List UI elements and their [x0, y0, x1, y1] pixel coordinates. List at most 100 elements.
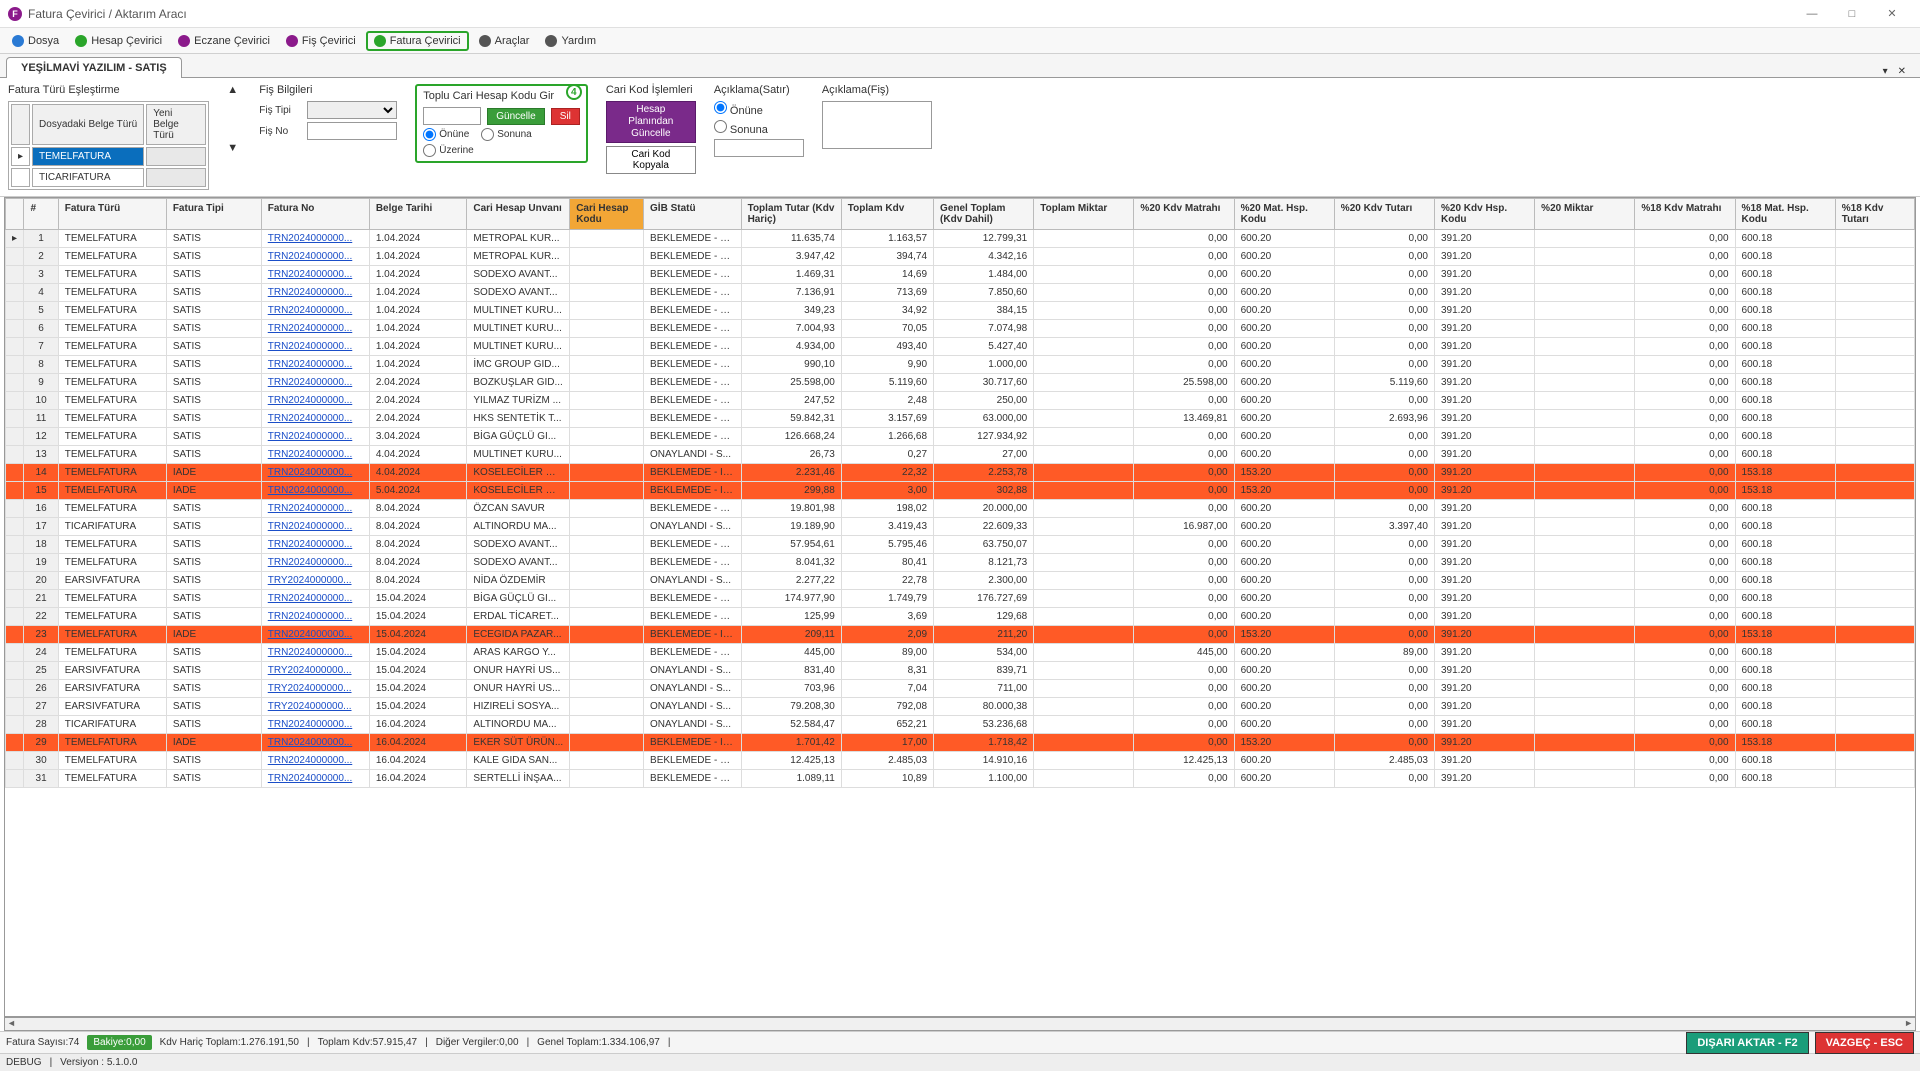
close-button[interactable]: ✕ [1872, 0, 1912, 28]
toolbar-icon [479, 35, 491, 47]
r-uzerine[interactable]: Üzerine [423, 144, 473, 157]
table-row[interactable]: 8TEMELFATURASATISTRN2024000000...1.04.20… [6, 356, 1915, 374]
fis-title: Fiş Bilgileri [259, 84, 397, 96]
hesap-plan-button[interactable]: Hesap Planından Güncelle [606, 101, 696, 143]
grid-header-1[interactable]: # [24, 199, 58, 230]
grid-header-18[interactable]: %18 Kdv Matrahı [1635, 199, 1735, 230]
cancel-button[interactable]: VAZGEÇ - ESC [1815, 1032, 1914, 1054]
table-row[interactable]: 18TEMELFATURASATISTRN2024000000...8.04.2… [6, 536, 1915, 554]
toolbar-item-6[interactable]: Yardım [539, 33, 602, 49]
grid-header-4[interactable]: Fatura No [261, 199, 369, 230]
table-row[interactable]: 26EARSIVFATURASATISTRY2024000000...15.04… [6, 680, 1915, 698]
grid-header-9[interactable]: Toplam Tutar (Kdv Hariç) [741, 199, 841, 230]
table-row[interactable]: 29TEMELFATURAIADETRN2024000000...16.04.2… [6, 734, 1915, 752]
cari-code-box: 4 Toplu Cari Hesap Kodu Gir Güncelle Sil… [415, 84, 588, 163]
grid-header-14[interactable]: %20 Mat. Hsp. Kodu [1234, 199, 1334, 230]
type-match-title: Fatura Türü Eşleştirme [8, 84, 209, 96]
toolbar-item-1[interactable]: Hesap Çevirici [69, 33, 168, 49]
horizontal-scrollbar[interactable] [4, 1017, 1916, 1031]
table-row[interactable]: 22TEMELFATURASATISTRN2024000000...15.04.… [6, 608, 1915, 626]
table-row[interactable]: 16TEMELFATURASATISTRN2024000000...8.04.2… [6, 500, 1915, 518]
window-title: Fatura Çevirici / Aktarım Aracı [28, 7, 1792, 21]
table-row[interactable]: 3TEMELFATURASATISTRN2024000000...1.04.20… [6, 266, 1915, 284]
guncelle-button[interactable]: Güncelle [487, 108, 544, 125]
table-row[interactable]: 9TEMELFATURASATISTRN2024000000...2.04.20… [6, 374, 1915, 392]
table-row[interactable]: 23TEMELFATURAIADETRN2024000000...15.04.2… [6, 626, 1915, 644]
table-row[interactable]: 10TEMELFATURASATISTRN2024000000...2.04.2… [6, 392, 1915, 410]
grid-header-13[interactable]: %20 Kdv Matrahı [1134, 199, 1234, 230]
minimize-button[interactable]: — [1792, 0, 1832, 28]
grid-header-2[interactable]: Fatura Türü [58, 199, 166, 230]
grid-header-6[interactable]: Cari Hesap Unvanı [467, 199, 570, 230]
table-row[interactable]: 13TEMELFATURASATISTRN2024000000...4.04.2… [6, 446, 1915, 464]
type-row-1-dd[interactable] [146, 168, 206, 187]
data-grid: #Fatura TürüFatura TipiFatura NoBelge Ta… [5, 198, 1915, 788]
table-row[interactable]: 7TEMELFATURASATISTRN2024000000...1.04.20… [6, 338, 1915, 356]
grid-header-17[interactable]: %20 Miktar [1535, 199, 1635, 230]
grid-header-15[interactable]: %20 Kdv Tutarı [1334, 199, 1434, 230]
toolbar-item-2[interactable]: Eczane Çevirici [172, 33, 276, 49]
maximize-button[interactable]: □ [1832, 0, 1872, 28]
type-row-1[interactable]: TICARIFATURA [33, 169, 143, 186]
fis-tipi-select[interactable] [307, 101, 397, 119]
type-row-0[interactable]: TEMELFATURA [33, 148, 143, 165]
table-row[interactable]: 14TEMELFATURAIADETRN2024000000...4.04.20… [6, 464, 1915, 482]
fis-no-input[interactable] [307, 122, 397, 140]
grid-header-10[interactable]: Toplam Kdv [841, 199, 933, 230]
table-row[interactable]: 2TEMELFATURASATISTRN2024000000...1.04.20… [6, 248, 1915, 266]
table-row[interactable]: 5TEMELFATURASATISTRN2024000000...1.04.20… [6, 302, 1915, 320]
table-row[interactable]: 11TEMELFATURASATISTRN2024000000...2.04.2… [6, 410, 1915, 428]
table-row[interactable]: 21TEMELFATURASATISTRN2024000000...15.04.… [6, 590, 1915, 608]
grid-header-16[interactable]: %20 Kdv Hsp. Kodu [1434, 199, 1534, 230]
aciklama-fis-textarea[interactable] [822, 101, 932, 149]
grid-header-11[interactable]: Genel Toplam (Kdv Dahil) [934, 199, 1034, 230]
aciklama-satir-label: Açıklama(Satır) [714, 84, 804, 96]
r-sonuna[interactable]: Sonuna [481, 128, 531, 141]
table-row[interactable]: 12TEMELFATURASATISTRN2024000000...3.04.2… [6, 428, 1915, 446]
table-row[interactable]: 17TICARIFATURASATISTRN2024000000...8.04.… [6, 518, 1915, 536]
table-row[interactable]: 24TEMELFATURASATISTRN2024000000...15.04.… [6, 644, 1915, 662]
toolbar-item-0[interactable]: Dosya [6, 33, 65, 49]
table-row[interactable]: 6TEMELFATURASATISTRN2024000000...1.04.20… [6, 320, 1915, 338]
table-row[interactable]: 28TICARIFATURASATISTRN2024000000...16.04… [6, 716, 1915, 734]
aciklama-satir-input[interactable] [714, 139, 804, 157]
tab-close-icon[interactable]: ✕ [1894, 66, 1910, 77]
kod-title: Cari Kod İşlemleri [606, 84, 696, 96]
tab-active[interactable]: YEŞİLMAVİ YAZILIM - SATIŞ [6, 57, 182, 78]
grid-header-8[interactable]: GİB Statü [644, 199, 742, 230]
grid-header-12[interactable]: Toplam Miktar [1034, 199, 1134, 230]
table-row[interactable]: 19TEMELFATURASATISTRN2024000000...8.04.2… [6, 554, 1915, 572]
grid-header-7[interactable]: Cari Hesap Kodu [570, 199, 644, 230]
cari-code-input[interactable] [423, 107, 481, 125]
table-row[interactable]: 4TEMELFATURASATISTRN2024000000...1.04.20… [6, 284, 1915, 302]
export-button[interactable]: DIŞARI AKTAR - F2 [1686, 1032, 1808, 1054]
grid-header-3[interactable]: Fatura Tipi [166, 199, 261, 230]
scroll-up-icon[interactable]: ▲ [227, 84, 241, 96]
r-onune[interactable]: Önüne [423, 128, 469, 141]
table-row[interactable]: 15TEMELFATURAIADETRN2024000000...5.04.20… [6, 482, 1915, 500]
type-row-0-dd[interactable] [146, 147, 206, 166]
table-row[interactable]: 30TEMELFATURASATISTRN2024000000...16.04.… [6, 752, 1915, 770]
debug-bar: DEBUG | Versiyon : 5.1.0.0 [0, 1053, 1920, 1071]
grid-wrap[interactable]: #Fatura TürüFatura TipiFatura NoBelge Ta… [4, 197, 1916, 1017]
table-row[interactable]: 27EARSIVFATURASATISTRY2024000000...15.04… [6, 698, 1915, 716]
table-row[interactable]: 31TEMELFATURASATISTRN2024000000...16.04.… [6, 770, 1915, 788]
sil-button[interactable]: Sil [551, 108, 580, 125]
toolbar-item-4[interactable]: Fatura Çevirici [366, 31, 469, 51]
kod-kopyala-button[interactable]: Cari Kod Kopyala [606, 146, 696, 174]
table-row[interactable]: ▸1TEMELFATURASATISTRN2024000000...1.04.2… [6, 230, 1915, 248]
grid-header-20[interactable]: %18 Kdv Tutarı [1835, 199, 1914, 230]
r2-onune[interactable]: Önüne [714, 101, 804, 117]
grid-header-0[interactable] [6, 199, 24, 230]
status-bar: Fatura Sayısı:74 Bakiye:0,00 Kdv Hariç T… [0, 1031, 1920, 1053]
scroll-down-icon[interactable]: ▼ [227, 142, 241, 154]
grid-header-19[interactable]: %18 Mat. Hsp. Kodu [1735, 199, 1835, 230]
table-row[interactable]: 25EARSIVFATURASATISTRY2024000000...15.04… [6, 662, 1915, 680]
toolbar-item-3[interactable]: Fiş Çevirici [280, 33, 362, 49]
tab-dropdown-icon[interactable]: ▾ [1879, 66, 1892, 77]
table-row[interactable]: 20EARSIVFATURASATISTRY2024000000...8.04.… [6, 572, 1915, 590]
r2-sonuna[interactable]: Sonuna [714, 120, 804, 136]
toolbar-item-5[interactable]: Araçlar [473, 33, 536, 49]
grid-header-5[interactable]: Belge Tarihi [369, 199, 467, 230]
row-pointer: ▸ [11, 147, 30, 166]
